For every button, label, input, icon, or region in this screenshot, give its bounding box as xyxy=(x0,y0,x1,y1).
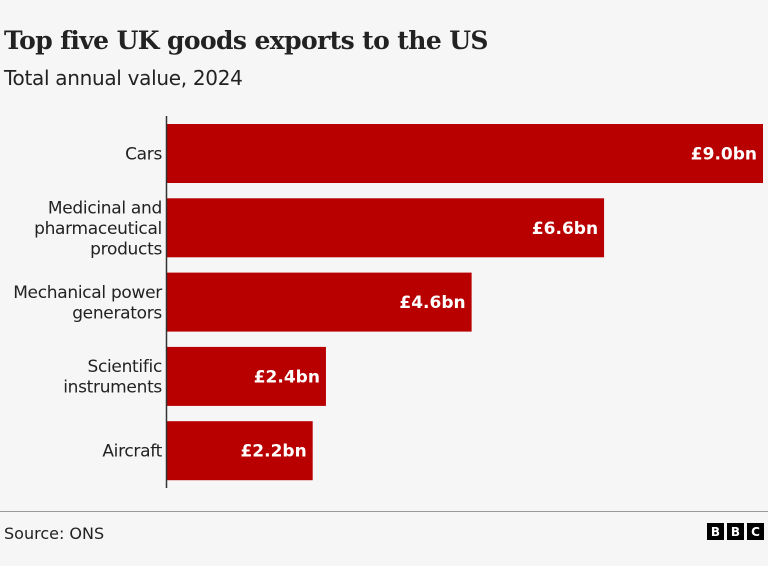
bar xyxy=(167,421,313,481)
category-label: generators xyxy=(72,303,162,323)
category-label: Mechanical power xyxy=(13,283,162,303)
category-label: Cars xyxy=(125,145,162,165)
category-label: instruments xyxy=(63,378,162,398)
category-label: Scientific xyxy=(87,357,162,377)
data-label: £9.0bn xyxy=(691,145,757,165)
category-label: pharmaceutical xyxy=(34,219,162,239)
bbc-logo-letter: B xyxy=(727,523,744,540)
data-label: £2.4bn xyxy=(254,367,320,387)
bbc-logo-letter: C xyxy=(747,523,764,540)
data-label: £4.6bn xyxy=(399,293,465,313)
chart-subtitle: Total annual value, 2024 xyxy=(4,66,243,90)
bar xyxy=(167,198,605,258)
footer-divider xyxy=(0,511,768,512)
category-label: Aircraft xyxy=(102,442,162,462)
bbc-logo-letter: B xyxy=(707,523,724,540)
source-note: Source: ONS xyxy=(4,524,105,543)
category-label: Medicinal and xyxy=(48,198,162,218)
bbc-logo: B B C xyxy=(707,523,764,540)
bar xyxy=(167,346,326,406)
category-label: products xyxy=(90,239,162,259)
bar-chart: £9.0bn Cars £6.6bn Medicinal andpharmaceuti… xyxy=(13,116,763,488)
data-label: £6.6bn xyxy=(532,219,598,239)
bar xyxy=(167,124,763,183)
data-label: £2.2bn xyxy=(240,442,306,462)
bar xyxy=(167,272,472,332)
chart-title: Top five UK goods exports to the US xyxy=(4,26,488,55)
